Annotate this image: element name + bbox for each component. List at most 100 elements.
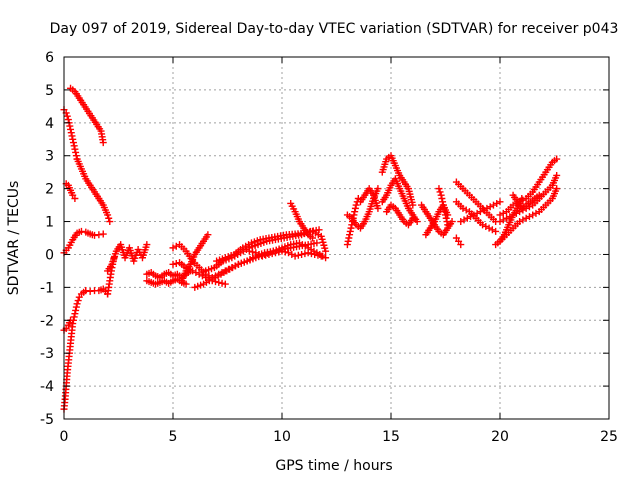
data-point — [457, 241, 465, 249]
data-point — [309, 234, 317, 242]
data-point — [72, 148, 80, 156]
data-point — [439, 198, 447, 206]
data-point — [314, 251, 322, 259]
data-point — [67, 125, 75, 133]
ticks-layer: 0 5 10 15 20 25 -5 -4 -3 -2 -1 0 1 2 3 4 5 6 — [40, 50, 618, 445]
x-tick-label: 5 — [169, 429, 178, 445]
data-point — [518, 195, 526, 203]
data-point — [69, 139, 77, 147]
y-tick-label: -3 — [40, 346, 54, 362]
data-point — [409, 201, 417, 209]
data-point — [71, 310, 79, 318]
data-point — [298, 250, 306, 258]
data-point — [72, 306, 80, 314]
data-point — [99, 139, 107, 147]
data-point — [258, 252, 266, 260]
y-tick-label: -4 — [40, 379, 54, 395]
data-point — [268, 250, 276, 258]
data-point — [182, 280, 190, 288]
data-point — [313, 239, 321, 247]
data-point — [442, 214, 450, 222]
data-point — [215, 278, 223, 286]
data-point — [73, 300, 81, 308]
plot-frame — [63, 56, 610, 420]
data-point — [351, 208, 359, 216]
data-point — [64, 116, 72, 124]
data-point — [74, 297, 82, 305]
data-point — [294, 251, 302, 259]
data-point — [343, 241, 351, 249]
data-point — [444, 221, 452, 229]
data-point — [291, 252, 299, 260]
data-point — [441, 208, 449, 216]
data-point — [301, 250, 309, 258]
data-point — [275, 248, 283, 256]
data-point — [104, 211, 112, 219]
data-point — [535, 191, 543, 199]
y-tick-label: -5 — [40, 412, 54, 428]
data-point — [63, 112, 71, 120]
y-tick-label: 6 — [45, 50, 54, 66]
data-point — [438, 195, 446, 203]
data-point — [322, 254, 330, 262]
y-tick-label: 1 — [45, 215, 54, 231]
data-point — [70, 313, 78, 321]
data-point — [99, 230, 107, 238]
data-point — [374, 204, 382, 212]
y-tick-label: 2 — [45, 182, 54, 198]
data-point — [271, 249, 279, 257]
x-axis-label: GPS time / hours — [275, 458, 392, 474]
x-tick-label: 10 — [273, 429, 291, 445]
data-point — [347, 224, 355, 232]
data-point — [106, 218, 114, 226]
data-point — [315, 226, 323, 234]
data-point — [265, 250, 273, 258]
data-point — [221, 280, 229, 288]
y-tick-label: 3 — [45, 149, 54, 165]
data-point — [72, 152, 80, 160]
y-axis-label: SDTVAR / TECUs — [6, 181, 22, 296]
x-tick-label: 25 — [600, 429, 618, 445]
data-point — [70, 142, 78, 150]
x-tick-label: 0 — [60, 429, 69, 445]
data-point — [374, 185, 382, 193]
data-point — [69, 135, 77, 143]
data-point — [249, 248, 257, 256]
data-point — [443, 218, 451, 226]
data-point — [437, 191, 445, 199]
data-point — [442, 211, 449, 219]
data-point — [67, 129, 75, 137]
y-tick-label: -2 — [40, 313, 54, 329]
y-tick-label: -1 — [40, 280, 54, 296]
data-point — [262, 251, 270, 259]
data-point — [346, 227, 354, 235]
data-point — [352, 201, 360, 209]
data-point — [346, 231, 354, 239]
data-point — [68, 132, 76, 140]
data-point — [409, 214, 417, 222]
x-tick-label: 20 — [491, 429, 509, 445]
data-point — [440, 204, 448, 212]
data-point — [553, 155, 561, 163]
data-point — [304, 249, 312, 257]
y-tick-label: 0 — [45, 247, 54, 263]
y-tick-label: 4 — [45, 116, 54, 132]
data-point — [172, 260, 180, 268]
data-point — [71, 145, 79, 153]
data-point — [71, 195, 79, 203]
data-point — [281, 248, 289, 256]
data-point — [72, 303, 80, 311]
data-point — [553, 185, 561, 193]
data-point — [143, 241, 151, 249]
data-point — [322, 247, 330, 255]
data-point — [351, 204, 359, 212]
data-point — [317, 252, 325, 260]
data-point — [311, 250, 319, 258]
data-point — [105, 214, 113, 222]
data-point — [66, 122, 74, 130]
data-point — [436, 188, 444, 196]
data-point — [345, 234, 353, 242]
y-tick-label: 5 — [45, 83, 54, 99]
